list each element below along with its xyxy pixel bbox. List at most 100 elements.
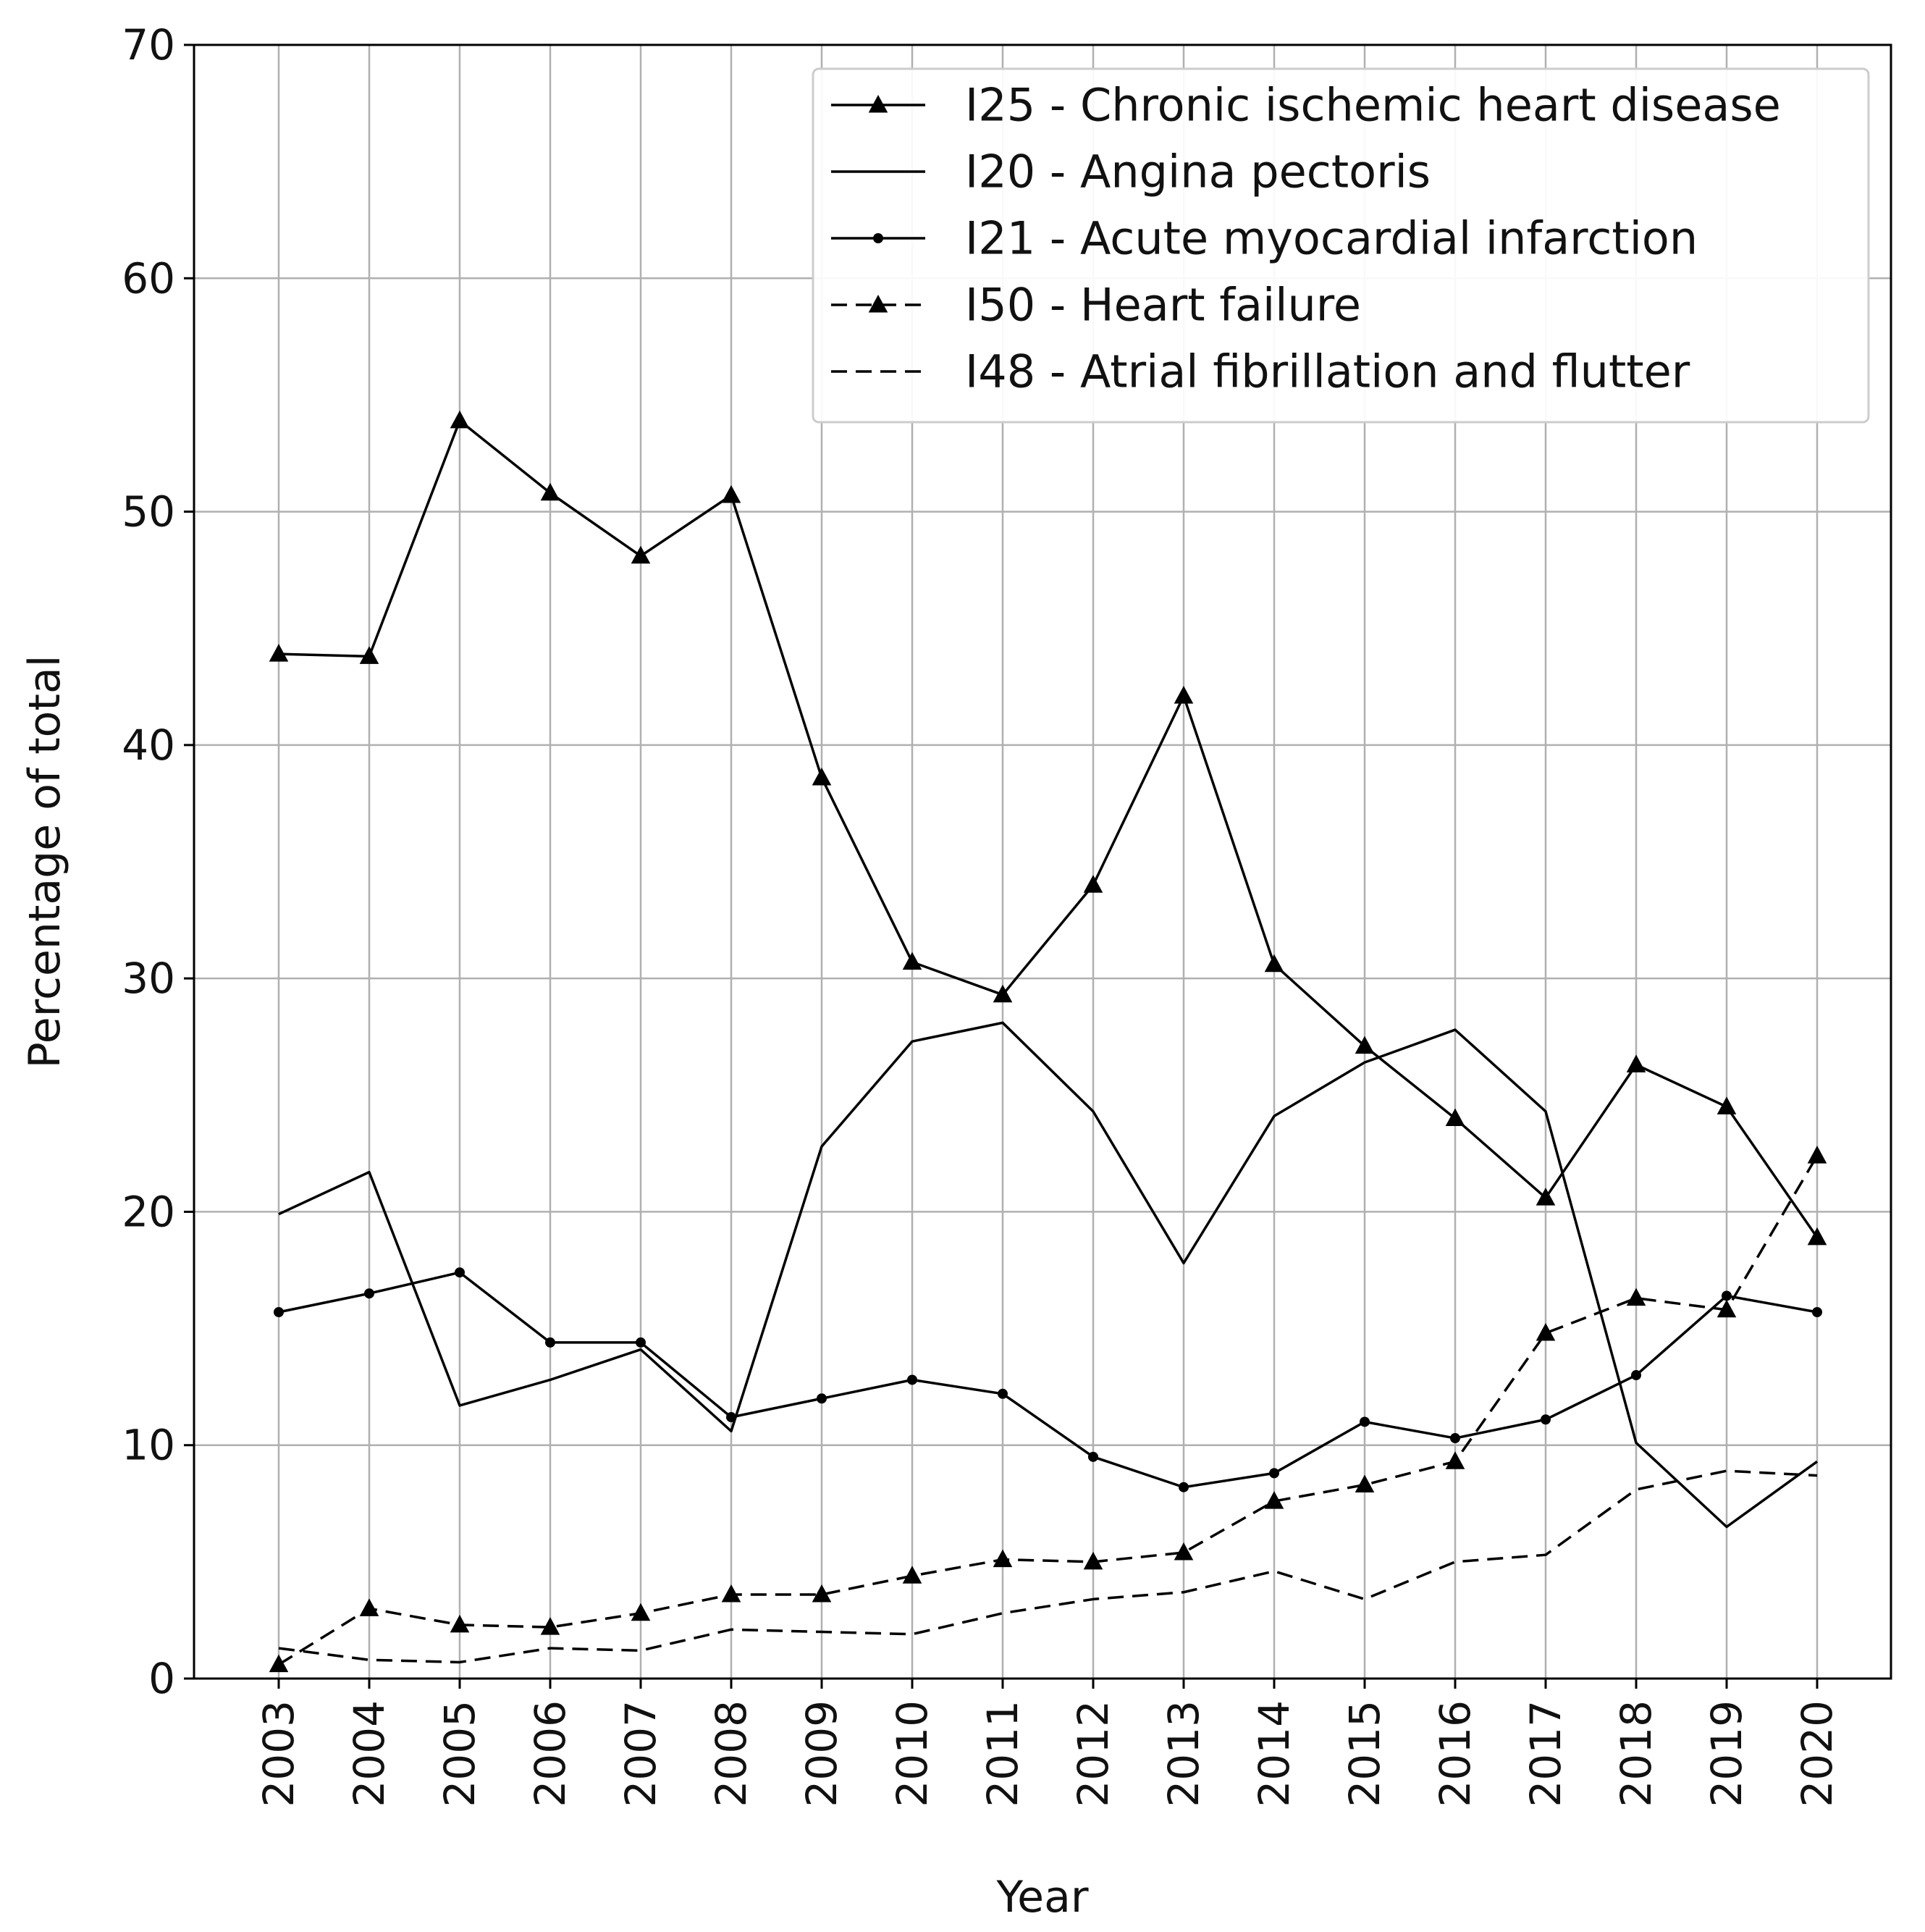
series-4-triangle-marker <box>269 1654 289 1673</box>
x-tick-label: 2006 <box>526 1700 575 1807</box>
x-tick-label: 2007 <box>616 1700 665 1807</box>
series-4-triangle-marker <box>993 1549 1013 1568</box>
series-4-triangle-marker <box>812 1584 832 1603</box>
y-tick-label: 40 <box>122 721 175 770</box>
series-1-triangle-marker <box>1807 1227 1827 1246</box>
series-3-dot-marker <box>455 1267 465 1278</box>
legend-label: I20 - Angina pectoris <box>965 146 1431 198</box>
legend-box <box>812 67 1870 424</box>
x-axis-label: Year <box>995 1872 1088 1923</box>
series-3-dot-marker <box>1812 1307 1822 1318</box>
x-tick-label: 2020 <box>1793 1700 1842 1807</box>
series-3-dot-marker <box>907 1374 917 1385</box>
x-tick-label: 2017 <box>1521 1700 1570 1807</box>
legend-entry-3: I21 - Acute myocardial infarction <box>831 212 1698 265</box>
y-tick-label: 60 <box>122 253 175 303</box>
series-3-dot-marker <box>1360 1416 1370 1427</box>
y-axis-label: Percentage of total <box>20 655 70 1069</box>
x-tick-label: 2010 <box>888 1700 937 1807</box>
series-4-triangle-marker <box>1355 1474 1375 1493</box>
series-1-triangle-marker <box>1626 1054 1646 1072</box>
series-3-dot-marker <box>1450 1433 1460 1444</box>
series-1-triangle-marker <box>269 644 289 662</box>
series-4-triangle-marker <box>450 1614 470 1633</box>
legend: I25 - Chronic ischemic heart disease I20 … <box>812 67 1870 424</box>
series-1-triangle-marker <box>812 767 832 786</box>
series-3-dot-marker <box>364 1288 374 1299</box>
series-3-dot-marker <box>1269 1468 1279 1479</box>
series-4-triangle-marker <box>359 1598 379 1616</box>
legend-label: I50 - Heart failure <box>965 279 1361 332</box>
series-3-dot-marker <box>1631 1370 1641 1381</box>
legend-entry-1: I25 - Chronic ischemic heart disease <box>831 79 1781 132</box>
series-4-triangle-marker <box>1264 1491 1284 1509</box>
legend-entry-4: I50 - Heart failure <box>831 279 1361 332</box>
legend-dot-marker <box>873 233 883 243</box>
series-1 <box>269 410 1827 1246</box>
y-tick-label: 30 <box>122 954 175 1003</box>
series-1-triangle-marker <box>359 646 379 664</box>
series-3-dot-marker <box>636 1337 646 1348</box>
series-4-triangle-marker <box>1626 1288 1646 1306</box>
series-5-line <box>278 1469 1818 1664</box>
y-tick-label: 50 <box>122 487 175 537</box>
series-1-triangle-marker <box>1174 686 1194 704</box>
x-tick-label: 2019 <box>1702 1700 1751 1807</box>
series-4-triangle-marker <box>631 1603 651 1621</box>
series-1-triangle-marker <box>450 410 470 429</box>
x-tick-label: 2013 <box>1159 1700 1208 1807</box>
series-4-triangle-marker <box>1807 1146 1827 1164</box>
series-3-dot-marker <box>1541 1414 1551 1425</box>
legend-entry-5: I48 - Atrial fibrillation and flutter <box>831 345 1690 398</box>
series-3-dot-marker <box>998 1388 1008 1399</box>
series-lines <box>269 410 1827 1673</box>
series-2 <box>278 1021 1819 1529</box>
x-tick-label: 2004 <box>345 1700 394 1807</box>
x-tick-label: 2016 <box>1431 1700 1480 1807</box>
x-axis-ticks: 2003 2004 2005 2006 2007 2008 2009 2010 2011 2012… <box>254 1679 1842 1807</box>
series-3-dot-marker <box>274 1307 284 1318</box>
legend-triangle-marker <box>868 95 888 113</box>
series-1-triangle-marker <box>1083 875 1103 893</box>
y-axis-ticks: 0 10 20 30 40 50 60 70 <box>122 20 194 1703</box>
series-4-triangle-marker <box>1445 1451 1465 1469</box>
y-tick-label: 70 <box>122 20 175 70</box>
plot-frame <box>193 43 1892 1680</box>
x-tick-label: 2012 <box>1069 1700 1118 1807</box>
series-1-triangle-marker <box>721 485 741 503</box>
x-tick-label: 2018 <box>1612 1700 1661 1807</box>
y-tick-label: 10 <box>122 1421 175 1470</box>
x-tick-label: 2003 <box>254 1700 303 1807</box>
series-3-dot-marker <box>1722 1290 1732 1301</box>
series-4-triangle-marker <box>1717 1299 1737 1318</box>
series-5 <box>278 1469 1818 1664</box>
x-tick-label: 2005 <box>435 1700 484 1807</box>
series-4-triangle-marker <box>902 1566 922 1584</box>
series-1-triangle-marker <box>631 545 651 564</box>
series-1-triangle-marker <box>1355 1036 1375 1054</box>
x-tick-label: 2014 <box>1250 1700 1299 1807</box>
series-4-triangle-marker <box>1174 1542 1194 1561</box>
legend-label: I21 - Acute myocardial infarction <box>965 212 1698 265</box>
series-3-dot-marker <box>1088 1451 1098 1462</box>
y-tick-label: 0 <box>148 1654 175 1703</box>
series-4-triangle-marker <box>1536 1323 1556 1341</box>
legend-label: I25 - Chronic ischemic heart disease <box>965 79 1781 132</box>
x-tick-label: 2009 <box>797 1700 846 1807</box>
series-1-triangle-marker <box>1717 1096 1737 1114</box>
series-1-triangle-marker <box>993 984 1013 1003</box>
series-2-line <box>278 1021 1819 1529</box>
series-1-triangle-marker <box>1264 954 1284 973</box>
series-3-line <box>278 1271 1818 1489</box>
series-1-triangle-marker <box>540 482 560 501</box>
series-3-dot-marker <box>726 1412 736 1423</box>
y-tick-label: 20 <box>122 1187 175 1236</box>
series-4 <box>269 1146 1827 1673</box>
series-3-dot-marker <box>1179 1482 1189 1492</box>
x-tick-label: 2011 <box>978 1700 1027 1807</box>
series-4-triangle-marker <box>540 1617 560 1635</box>
x-tick-label: 2008 <box>707 1700 756 1807</box>
series-4-triangle-marker <box>721 1584 741 1603</box>
legend-entry-2: I20 - Angina pectoris <box>831 146 1431 198</box>
